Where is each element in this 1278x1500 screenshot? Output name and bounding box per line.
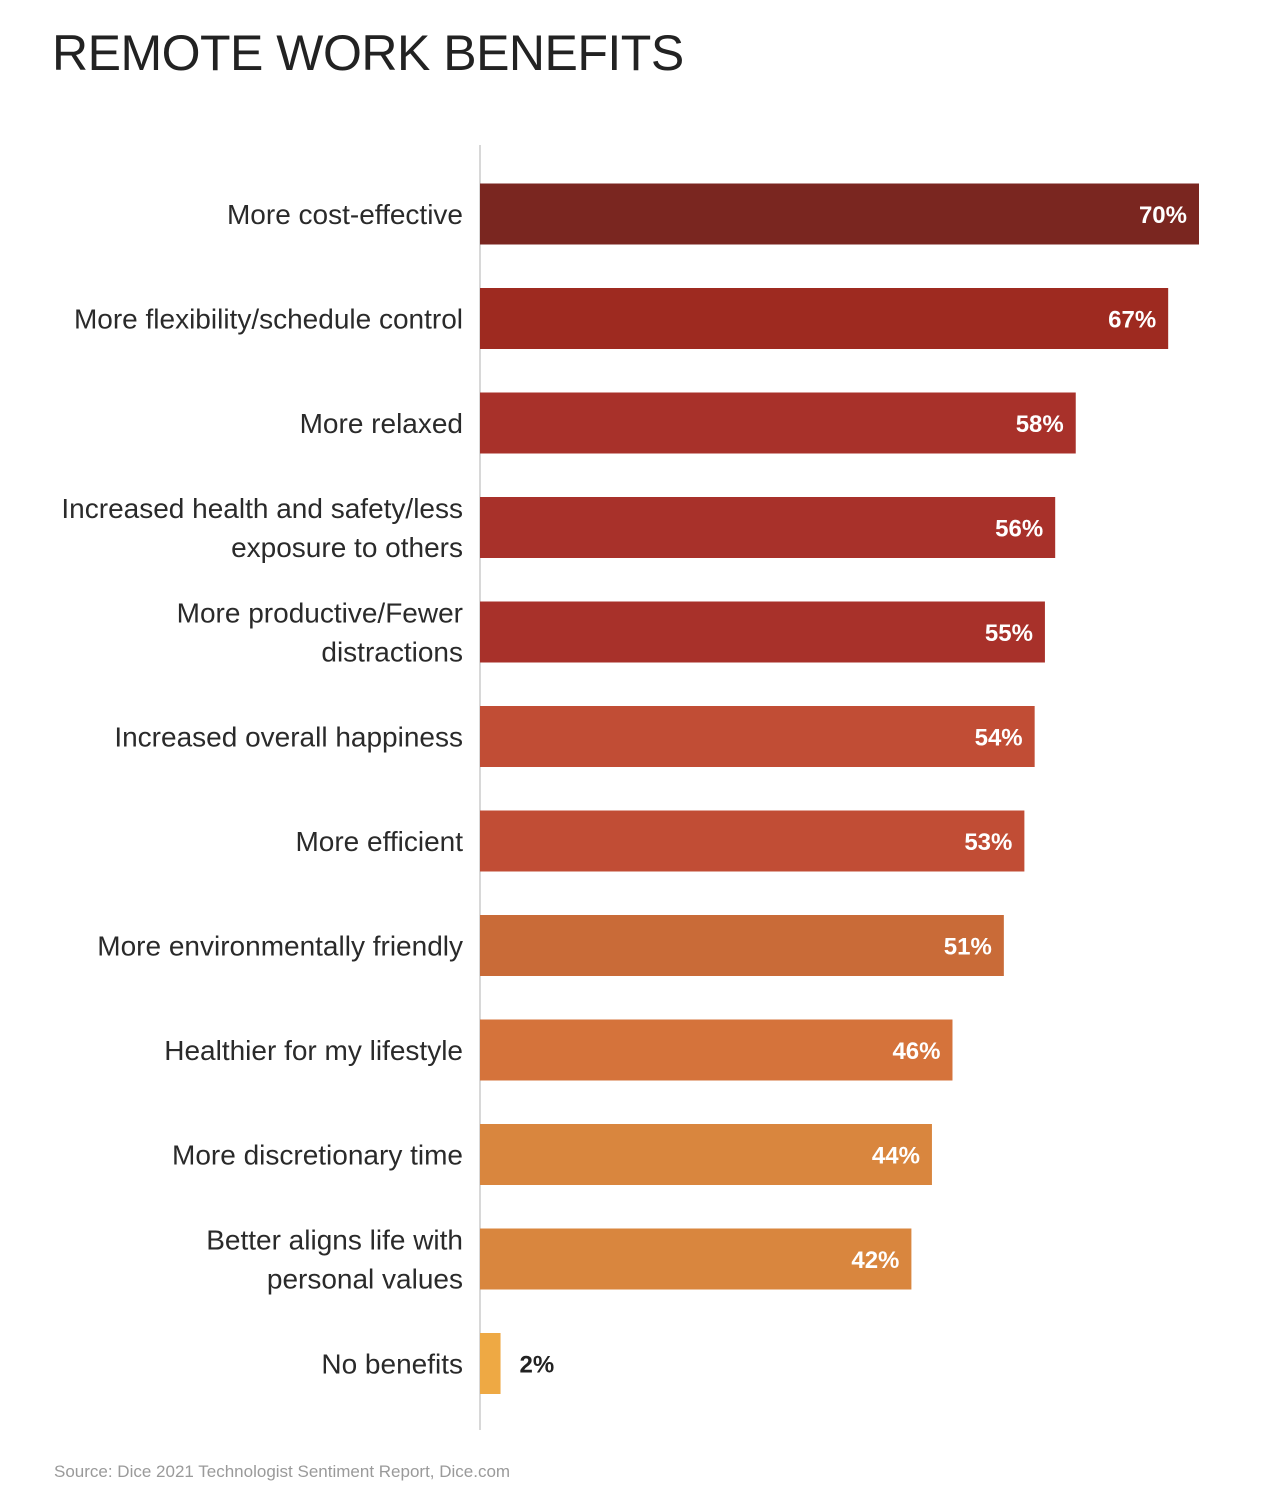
bar [480,1333,501,1394]
value-label: 46% [892,1038,940,1065]
bar [480,392,1076,454]
bar [480,810,1025,872]
value-label: 56% [995,516,1043,543]
category-label: More efficient [295,826,463,857]
bar [480,1124,932,1185]
category-label: More environmentally friendly [97,931,463,962]
value-label: 58% [1016,411,1064,438]
bar [480,183,1199,245]
category-label: More cost-effective [227,199,463,230]
value-label: 54% [975,725,1023,752]
category-label: More flexibility/schedule control [74,304,463,335]
bar [480,1019,953,1081]
category-label: Healthier for my lifestyle [164,1035,463,1066]
value-label: 53% [964,829,1012,856]
source-note: Source: Dice 2021 Technologist Sentiment… [54,1462,511,1481]
bar [480,915,1004,976]
value-label: 44% [872,1143,920,1170]
category-label: No benefits [321,1349,463,1380]
bar [480,1228,912,1290]
value-label: 2% [520,1352,555,1379]
category-label: exposure to others [231,532,463,563]
value-label: 55% [985,620,1033,647]
chart-title: REMOTE WORK BENEFITS [52,25,684,81]
bar [480,288,1169,349]
bar [480,706,1035,767]
category-label: Increased health and safety/less [61,493,463,524]
value-label: 42% [851,1247,899,1274]
value-label: 51% [944,934,992,961]
bar [480,601,1045,663]
category-label: More productive/Fewer [177,598,463,629]
category-label: Better aligns life with [206,1225,463,1256]
category-label: More discretionary time [172,1140,463,1171]
category-label: More relaxed [300,408,463,439]
category-label: distractions [321,637,463,668]
category-label: personal values [267,1264,463,1295]
category-label: Increased overall happiness [114,722,463,753]
value-label: 70% [1139,202,1187,229]
value-label: 67% [1108,307,1156,334]
bar [480,497,1056,558]
